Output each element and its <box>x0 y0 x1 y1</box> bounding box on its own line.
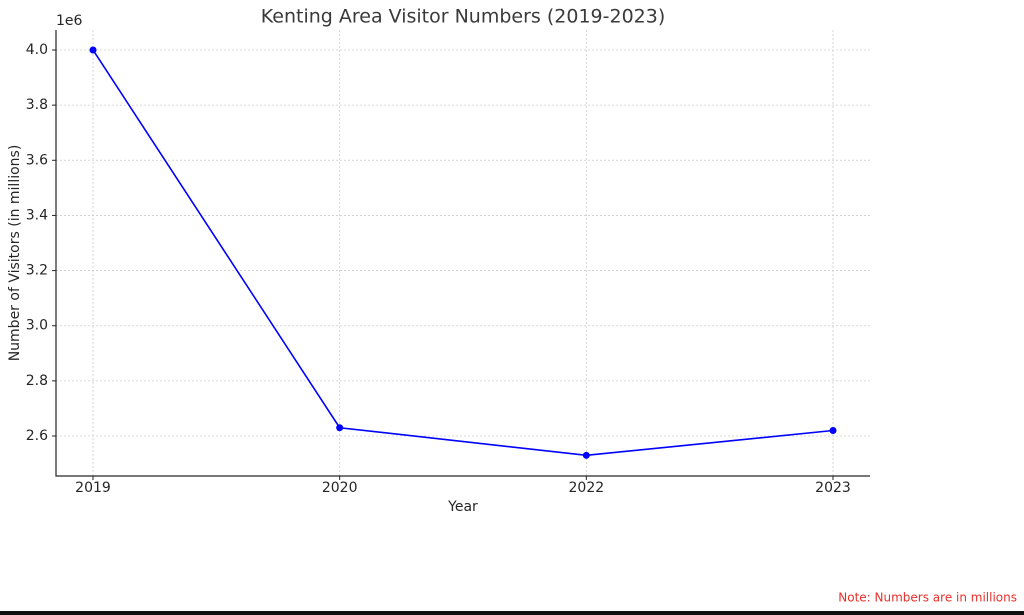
point <box>829 427 837 435</box>
y-axis-label: Number of Visitors (in millions) <box>7 145 23 362</box>
axis <box>55 30 870 477</box>
point <box>336 424 344 432</box>
x-axis-label: Year <box>447 499 478 515</box>
chart-title: Kenting Area Visitor Numbers (2019-2023) <box>261 6 666 28</box>
y-tick-label: 2.6 <box>26 428 48 444</box>
x-tick-label: 2020 <box>322 480 358 496</box>
x-tick-label: 2019 <box>75 480 111 496</box>
y-tick-label: 4.0 <box>26 42 48 58</box>
y-tick-label: 3.6 <box>26 152 48 168</box>
point <box>582 451 590 459</box>
y-tick-label: 3.8 <box>26 97 48 113</box>
bottom-bar <box>0 611 1024 615</box>
y-offset-label: 1e6 <box>56 13 83 29</box>
x-tick-label: 2023 <box>815 480 851 496</box>
point <box>89 46 97 54</box>
y-tick-label: 2.8 <box>26 373 48 389</box>
line <box>92 49 834 457</box>
y-tick-label: 3.2 <box>26 263 48 279</box>
y-tick-label: 3.4 <box>26 207 48 223</box>
x-tick-label: 2022 <box>569 480 605 496</box>
y-tick-label: 3.0 <box>26 318 48 334</box>
note: Note: Numbers are in millions <box>838 591 1017 605</box>
